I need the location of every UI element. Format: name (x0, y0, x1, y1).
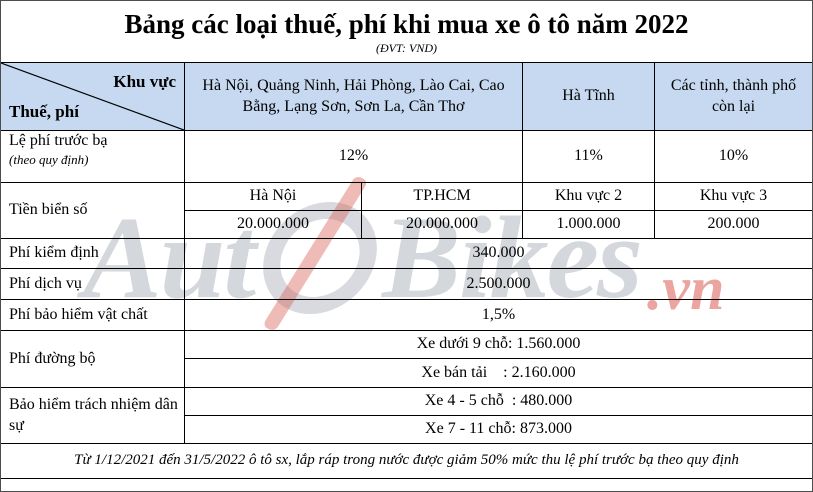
inspection-fee-value: 340.000 (185, 239, 812, 269)
column-header-hatinh: Hà Tĩnh (523, 63, 655, 131)
registration-fee-rest-value: 10% (655, 131, 812, 183)
plate-value-hanoi: 20.000.000 (185, 211, 362, 239)
registration-fee-label: Lệ phí trước bạ (9, 132, 108, 149)
row-label-physical-insurance: Phí bảo hiểm vật chất (1, 300, 185, 331)
unit-note: (ĐVT: VND) (376, 41, 437, 56)
corner-label-fees: Thuế, phí (9, 101, 79, 121)
liability-7-11-seats-value: Xe 7 - 11 chỗ: 873.000 (425, 420, 572, 438)
page-title: Bảng các loại thuế, phí khi mua xe ô tô … (124, 9, 689, 39)
corner-header-cell: Khu vực Thuế, phí (1, 63, 185, 131)
service-fee-value: 2.500.000 (185, 269, 812, 300)
liability-7-11-seats: Xe 7 - 11 chỗ: 873.000 (185, 416, 812, 444)
registration-fee-note: (theo quy định) (9, 151, 89, 167)
road-fee-under9-value: Xe dưới 9 chỗ: 1.560.000 (416, 335, 581, 353)
road-fee-pickup: Xe bán tải : 2.160.000 (185, 359, 812, 388)
row-label-liability-insurance: Bảo hiểm trách nhiệm dân sự (1, 388, 185, 444)
plate-subheader-hanoi: Hà Nội (185, 183, 362, 211)
row-label-registration-fee: Lệ phí trước bạ (theo quy định) (1, 131, 185, 183)
column-header-other-provinces: Các tỉnh, thành phố còn lại (655, 63, 812, 131)
plate-value-zone3: 200.000 (655, 211, 812, 239)
column-header-region-group: Hà Nội, Quảng Ninh, Hải Phòng, Lào Cai, … (185, 63, 523, 131)
physical-insurance-value: 1,5% (185, 300, 812, 331)
road-fee-under9: Xe dưới 9 chỗ: 1.560.000 (185, 331, 812, 359)
fees-table: Khu vực Thuế, phí Hà Nội, Quảng Ninh, Hả… (1, 62, 812, 479)
road-fee-pickup-value: Xe bán tải : 2.160.000 (421, 363, 576, 381)
row-label-service-fee: Phí dịch vụ (1, 269, 185, 300)
registration-fee-hatinh-value: 11% (523, 131, 655, 183)
row-label-road-fee: Phí đường bộ (1, 331, 185, 388)
plate-value-hcm: 20.000.000 (362, 211, 523, 239)
liability-4-5-seats-value: Xe 4 - 5 chỗ : 480.000 (424, 392, 573, 410)
row-label-inspection-fee: Phí kiểm định (1, 239, 185, 269)
diagonal-divider (1, 63, 184, 130)
plate-subheader-zone2: Khu vực 2 (523, 183, 655, 211)
plate-subheader-hcm: TP.HCM (362, 183, 523, 211)
registration-fee-group-value: 12% (185, 131, 523, 183)
footnote: Từ 1/12/2021 đến 31/5/2022 ô tô sx, lắp … (1, 444, 812, 479)
plate-value-zone2: 1.000.000 (523, 211, 655, 239)
corner-label-region: Khu vực (113, 72, 176, 91)
plate-subheader-zone3: Khu vực 3 (655, 183, 812, 211)
liability-4-5-seats: Xe 4 - 5 chỗ : 480.000 (185, 388, 812, 416)
row-label-plate-fee: Tiền biển số (1, 183, 185, 239)
